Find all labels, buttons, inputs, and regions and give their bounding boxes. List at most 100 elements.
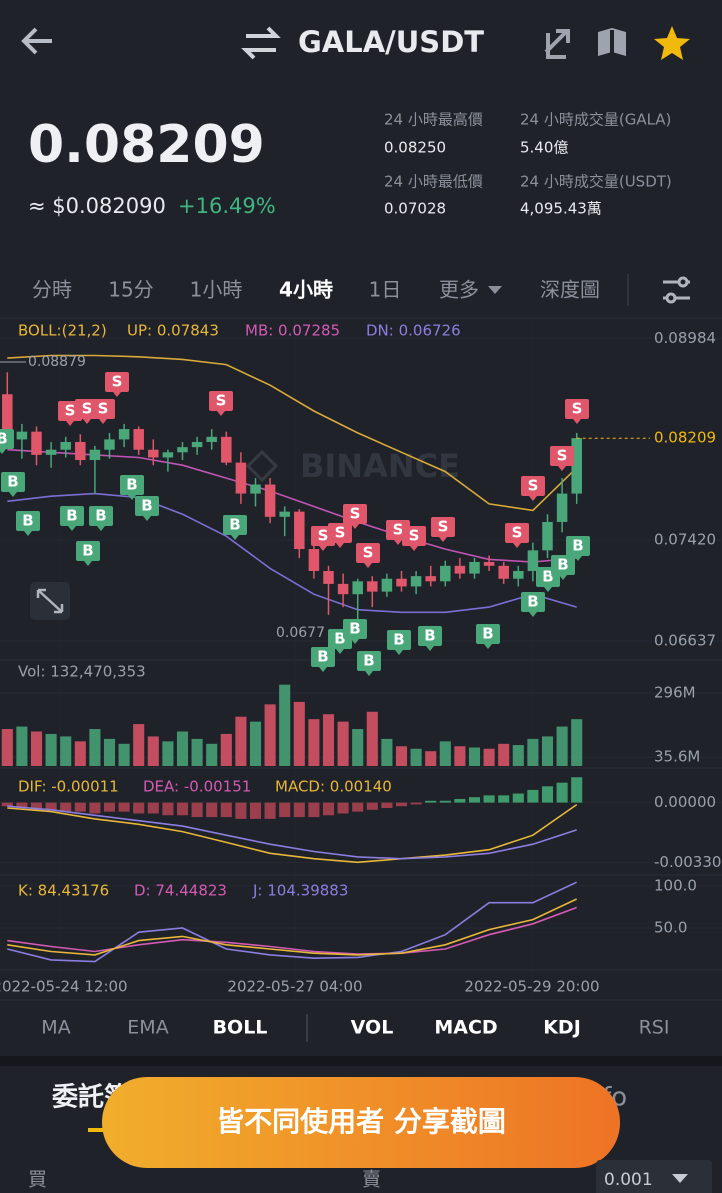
stat-value: 0.07028	[384, 200, 446, 218]
candle-body	[396, 578, 407, 587]
trade-marker	[505, 523, 529, 548]
sell-label: 賣	[362, 1169, 381, 1191]
y-tick-label: 35.6M	[654, 748, 700, 766]
usd-price: ≈ $0.082090	[28, 194, 166, 218]
indicator-tab[interactable]: MA	[41, 1017, 70, 1039]
macd-bar	[366, 802, 378, 810]
macd-bar	[206, 802, 218, 818]
trade-marker	[521, 476, 545, 501]
volume-bar	[571, 719, 583, 766]
trade-marker	[387, 630, 411, 655]
trade-marker-label: S	[98, 400, 109, 418]
trade-marker-label: B	[542, 568, 553, 586]
trade-marker	[0, 429, 14, 454]
macd-bar	[264, 802, 276, 819]
tab[interactable]: 1日	[369, 278, 402, 302]
indicator-tab[interactable]: MACD	[434, 1017, 497, 1039]
trade-marker	[135, 496, 159, 521]
watermark: BINANCE	[300, 447, 460, 485]
macd-bar	[483, 795, 495, 803]
tab[interactable]: 更多	[439, 278, 479, 302]
volume-bar	[395, 746, 408, 766]
trade-marker	[565, 399, 589, 424]
x-tick-label: 2022-05-29 20:00	[464, 978, 599, 996]
swap-icon[interactable]	[241, 26, 281, 60]
candle-body	[279, 511, 290, 517]
trade-marker	[209, 391, 233, 416]
price-change: +16.49%	[178, 194, 276, 218]
candle-body	[513, 570, 524, 579]
y-tick-label: 0.06637	[654, 632, 716, 650]
trade-marker-label: S	[318, 527, 329, 545]
indicator-tab[interactable]: KDJ	[543, 1017, 581, 1039]
stat-value: 5.40億	[520, 139, 568, 157]
info-button[interactable]	[598, 28, 626, 56]
candle-body	[308, 549, 320, 571]
precision-select[interactable]: 0.001	[596, 1160, 712, 1193]
macd-legend: MACD: 0.00140	[275, 778, 392, 796]
trade-marker-label: S	[512, 524, 523, 542]
trade-marker-label: S	[557, 447, 568, 465]
tab[interactable]: 1小時	[190, 278, 243, 302]
settings-button[interactable]	[663, 276, 690, 304]
share-link-button[interactable]	[544, 29, 570, 59]
tab[interactable]: 深度圖	[540, 278, 600, 302]
trade-marker	[521, 592, 545, 617]
indicator-tab[interactable]: VOL	[351, 1017, 394, 1039]
macd-bar	[16, 802, 28, 809]
candle-body	[162, 452, 174, 458]
macd-bar	[191, 802, 203, 818]
candle-body	[498, 565, 509, 579]
share-button[interactable]: 皆不同使用者 分享截圖	[102, 1077, 620, 1168]
candle-body	[89, 449, 101, 461]
y-tick-label: -0.00330	[654, 853, 721, 871]
tab-active[interactable]: 4小時	[279, 278, 333, 302]
macd-bar	[425, 800, 437, 803]
macd-bar	[220, 802, 232, 818]
min-label: 0.0677	[276, 625, 325, 641]
candle-body	[469, 561, 480, 574]
volume-bar	[162, 741, 174, 766]
trade-marker-label: B	[141, 497, 152, 515]
candle-body	[16, 431, 28, 440]
volume-bar	[30, 731, 43, 766]
trade-marker	[311, 647, 335, 672]
volume-bar	[454, 746, 466, 766]
stat-label: 24 小時成交量(GALA)	[520, 111, 671, 129]
trade-marker-label: S	[216, 392, 227, 410]
back-button[interactable]	[21, 27, 52, 55]
indicator-tab[interactable]: RSI	[639, 1017, 670, 1039]
candle-body	[177, 447, 188, 453]
candle-body	[440, 565, 451, 582]
indicator-line	[7, 906, 577, 955]
y-tick-label: 296M	[654, 684, 696, 702]
trade-marker	[343, 619, 367, 644]
indicator-tab[interactable]: BOLL	[213, 1017, 268, 1039]
volume-bar	[74, 741, 86, 766]
volume-bar	[527, 738, 539, 766]
tab[interactable]: 分時	[32, 278, 72, 302]
kdj-legend: K: 84.43176	[18, 882, 109, 900]
stat-label: 24 小時最低價	[384, 173, 483, 191]
candle-body	[118, 429, 130, 440]
volume-bar	[103, 738, 116, 766]
book-spine	[610, 30, 614, 54]
trade-marker	[1, 472, 25, 497]
tab[interactable]: 15分	[108, 278, 153, 302]
indicator-tab[interactable]: EMA	[127, 1017, 168, 1039]
indicator-line	[7, 448, 577, 563]
candle-body	[250, 484, 261, 494]
volume-bar	[235, 716, 247, 766]
candle-body	[454, 565, 466, 574]
trade-marker-label: B	[527, 593, 538, 611]
watermark-logo	[245, 449, 279, 483]
trade-marker	[223, 515, 247, 540]
volume-bar	[468, 747, 481, 766]
candle-body	[221, 436, 232, 463]
favorite-star[interactable]	[654, 26, 690, 60]
macd-bar	[571, 777, 583, 803]
trade-marker	[476, 624, 500, 649]
macd-bar	[60, 802, 72, 812]
trade-marker	[418, 626, 442, 651]
